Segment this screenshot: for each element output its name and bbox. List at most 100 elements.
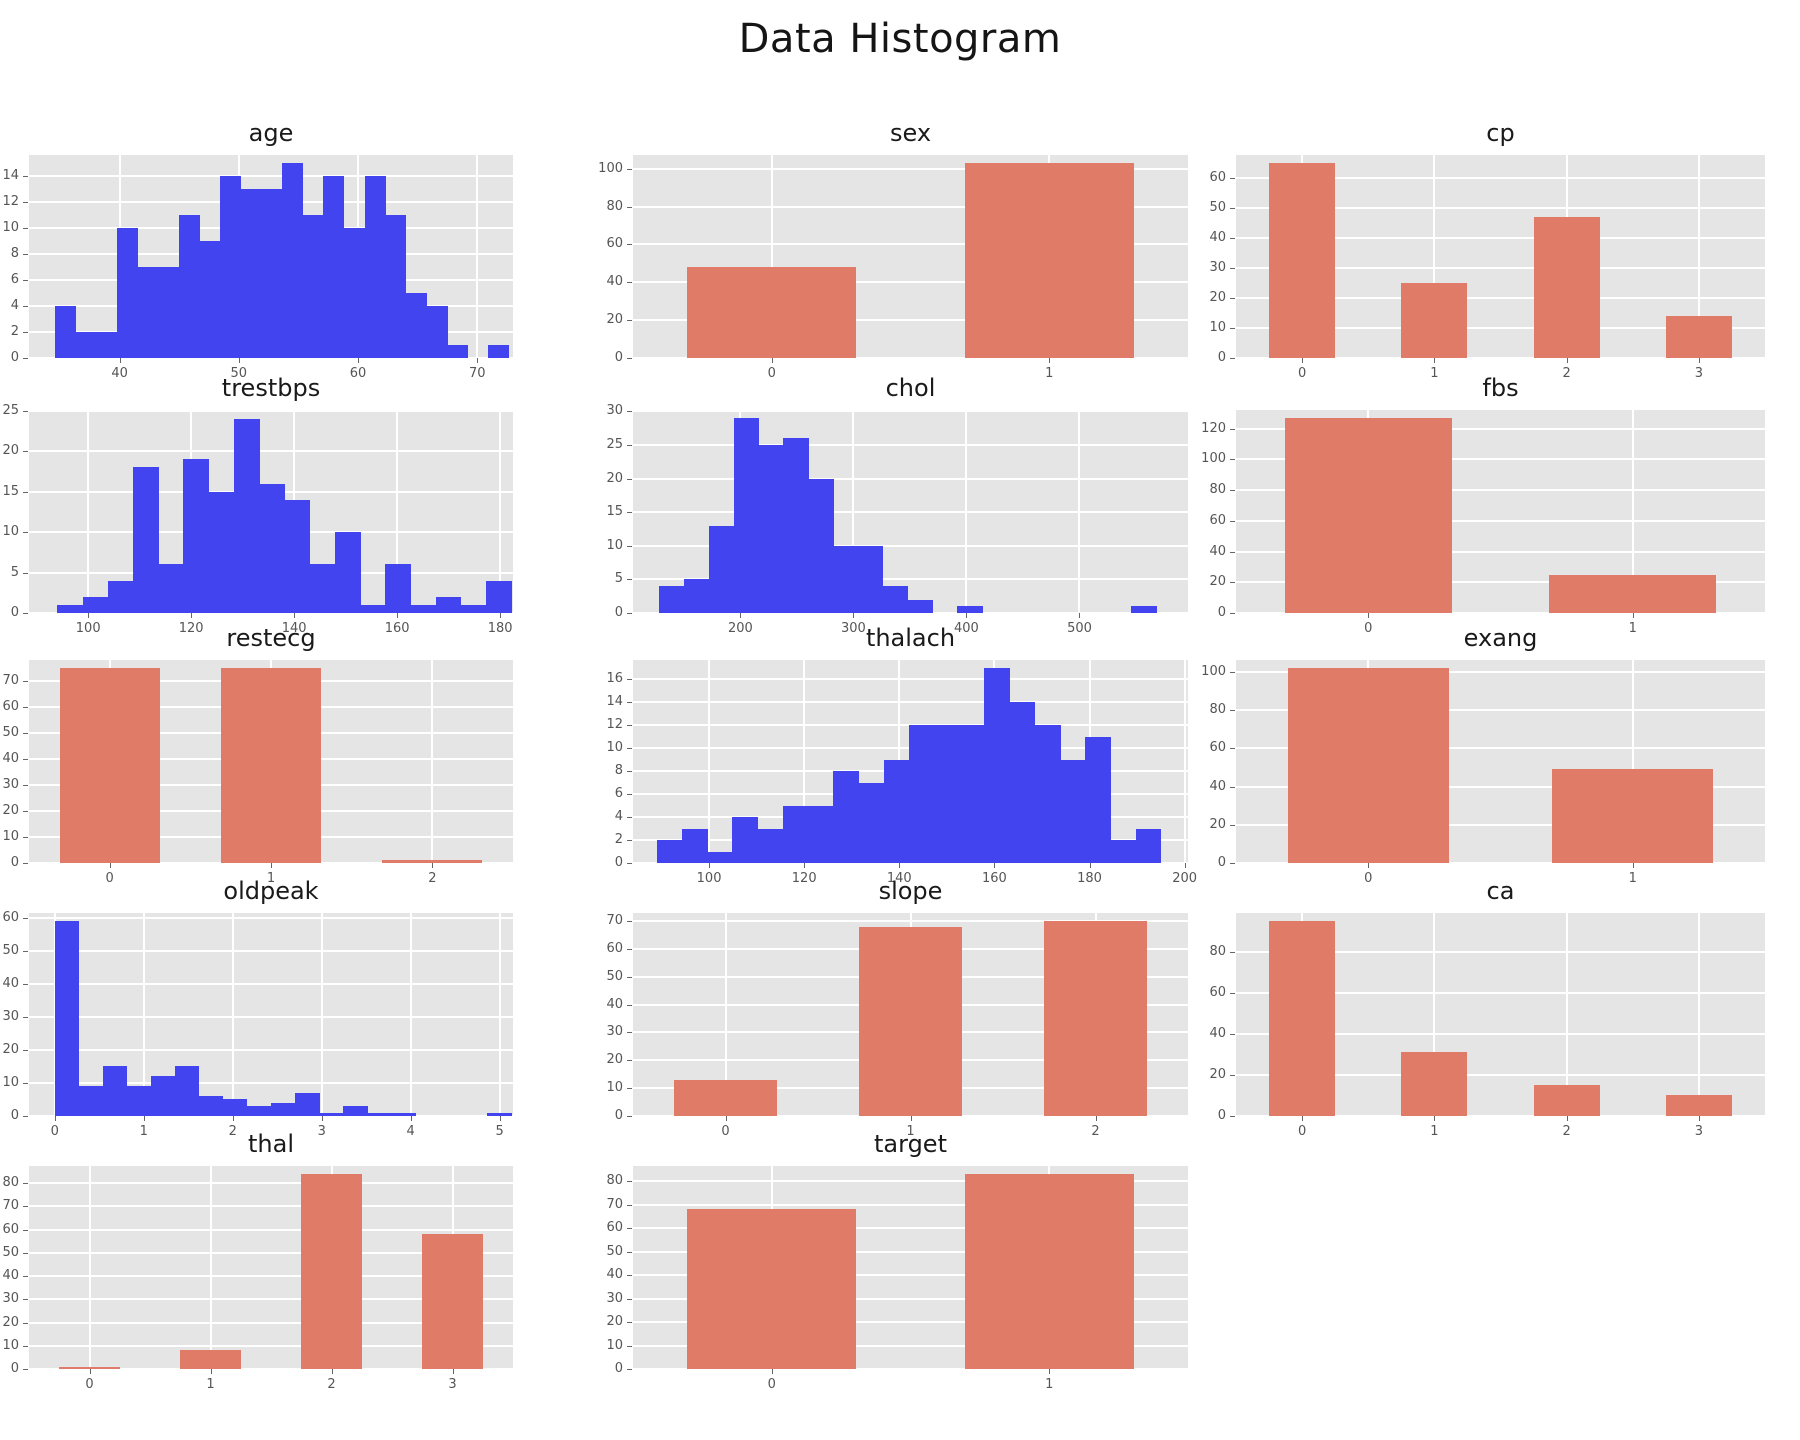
histogram-bar bbox=[486, 580, 512, 613]
y-tick-label: 80 bbox=[606, 198, 623, 214]
gridline-h bbox=[29, 1298, 513, 1301]
gridline-h bbox=[633, 357, 1188, 358]
y-tick-label: 20 bbox=[2, 443, 19, 459]
gridline-h bbox=[1236, 991, 1765, 994]
x-tick-label: 100 bbox=[696, 871, 722, 886]
histogram-bar bbox=[246, 1106, 272, 1116]
tick-mark-x bbox=[88, 613, 90, 618]
category-bar bbox=[687, 1209, 857, 1369]
tick-mark-y bbox=[627, 512, 632, 514]
gridline-v bbox=[88, 1166, 91, 1369]
y-tick-label: 20 bbox=[2, 803, 19, 818]
tick-mark-x bbox=[771, 1369, 773, 1374]
gridline-h bbox=[29, 1228, 513, 1231]
tick-mark-x bbox=[238, 358, 240, 363]
gridline-h bbox=[1236, 1032, 1765, 1035]
tick-mark-y bbox=[23, 917, 28, 919]
histogram-bar bbox=[833, 545, 859, 613]
y-tick-label: 20 bbox=[606, 470, 623, 486]
tick-mark-y bbox=[627, 1251, 632, 1253]
plot-area-thalach bbox=[633, 660, 1188, 863]
gridline-h bbox=[29, 982, 513, 985]
x-tick-label: 140 bbox=[886, 871, 912, 886]
figure-title: Data Histogram bbox=[738, 16, 1062, 62]
gridline-h bbox=[29, 1344, 513, 1347]
plot-area-oldpeak bbox=[29, 913, 513, 1116]
tick-mark-y bbox=[1230, 992, 1235, 994]
y-tick-label: 10 bbox=[606, 1337, 623, 1353]
histogram-bar bbox=[55, 305, 77, 358]
gridline-h bbox=[1236, 519, 1765, 522]
y-tick-label: 30 bbox=[606, 1290, 623, 1306]
tick-mark-x bbox=[143, 1116, 145, 1121]
y-tick-label: 50 bbox=[1209, 200, 1226, 216]
y-tick-label: 80 bbox=[1209, 943, 1226, 959]
tick-mark-y bbox=[627, 976, 632, 978]
y-tick-label: 5 bbox=[10, 564, 19, 580]
gridline-h bbox=[633, 243, 1188, 246]
tick-mark-y bbox=[627, 1322, 632, 1323]
histogram-bar bbox=[934, 725, 960, 863]
histogram-bar bbox=[199, 240, 221, 358]
gridline-v bbox=[320, 913, 323, 1116]
category-bar bbox=[687, 267, 857, 358]
histogram-bar bbox=[708, 525, 735, 613]
histogram-bar bbox=[385, 214, 407, 358]
tick-mark-y bbox=[1230, 358, 1235, 359]
histogram-bar bbox=[334, 532, 361, 613]
plot-area-fbs bbox=[1236, 410, 1765, 613]
tick-mark-y bbox=[627, 1060, 632, 1062]
y-tick-label: 0 bbox=[614, 1108, 623, 1123]
histogram-bar bbox=[323, 175, 345, 358]
histogram-bar bbox=[364, 175, 386, 358]
y-tick-label: 12 bbox=[2, 193, 19, 209]
tick-mark-y bbox=[23, 572, 28, 574]
histogram-bar bbox=[183, 459, 210, 613]
tick-mark-y bbox=[1230, 863, 1235, 864]
y-tick-label: 0 bbox=[614, 605, 623, 620]
gridline-h bbox=[1236, 612, 1765, 613]
gridline-h bbox=[1236, 207, 1765, 210]
y-tick-label: 2 bbox=[10, 323, 19, 339]
tick-mark-y bbox=[1230, 238, 1235, 240]
histogram-bar bbox=[858, 782, 885, 863]
y-tick-label: 50 bbox=[606, 1243, 623, 1259]
category-bar bbox=[1269, 921, 1336, 1116]
gridline-h bbox=[1236, 327, 1765, 329]
histogram-bar bbox=[343, 1106, 368, 1116]
tick-mark-y bbox=[627, 679, 632, 681]
gridline-h bbox=[29, 1251, 513, 1254]
category-bar bbox=[1533, 217, 1600, 358]
tick-mark-y bbox=[627, 748, 632, 750]
x-tick-label: 200 bbox=[727, 621, 753, 636]
subplot-target: target 0 10 20 30 40 50 60 70 80 0 1 bbox=[606, 1130, 1188, 1392]
histogram-bar bbox=[319, 1112, 344, 1116]
gridline-h bbox=[1236, 581, 1765, 584]
y-tick-label: 40 bbox=[2, 1268, 19, 1284]
tick-mark-y bbox=[1230, 1033, 1235, 1035]
y-tick-label: 70 bbox=[606, 913, 623, 929]
y-tick-label: 40 bbox=[1209, 230, 1226, 246]
y-tick-label: 10 bbox=[606, 1080, 623, 1096]
tick-mark-x bbox=[1184, 863, 1186, 868]
tick-mark-x bbox=[709, 863, 711, 868]
histogram-bar bbox=[343, 227, 366, 358]
histogram-bar bbox=[1085, 736, 1111, 863]
y-tick-label: 70 bbox=[2, 1198, 19, 1214]
tick-mark-x bbox=[191, 613, 193, 618]
tick-mark-x bbox=[119, 358, 121, 363]
histogram-bar bbox=[295, 1092, 320, 1116]
y-tick-label: 40 bbox=[2, 751, 19, 767]
y-tick-label: 0 bbox=[1217, 855, 1226, 870]
tick-mark-y bbox=[23, 175, 28, 177]
y-tick-label: 10 bbox=[2, 524, 19, 540]
tick-mark-y bbox=[627, 1228, 632, 1230]
tick-mark-y bbox=[23, 1183, 28, 1185]
histogram-bar bbox=[683, 579, 710, 613]
tick-mark-x bbox=[1698, 358, 1700, 363]
x-tick-label: 0 bbox=[1364, 621, 1373, 636]
tick-mark-x bbox=[331, 1369, 333, 1374]
tick-mark-y bbox=[627, 1275, 632, 1277]
x-tick-label: 180 bbox=[1077, 871, 1102, 886]
tick-mark-y bbox=[627, 725, 632, 727]
